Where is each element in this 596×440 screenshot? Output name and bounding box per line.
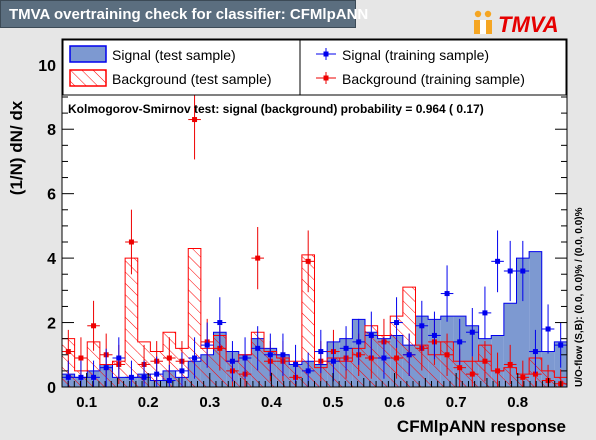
signal-training-point (175, 352, 189, 387)
legend-marker-signal-train (316, 48, 336, 60)
signal-training-point (150, 356, 163, 387)
background-test-bar (301, 254, 315, 387)
logo-text: TMVA (498, 12, 559, 36)
signal-training-point (339, 326, 353, 371)
legend: Signal (test sample) Background (test sa… (62, 39, 567, 96)
y-tick-label: 10 (38, 58, 56, 75)
signal-training-point (491, 230, 504, 293)
signal-training-point (314, 329, 328, 374)
signal-training-point (541, 304, 555, 354)
signal-training-point (99, 348, 113, 387)
signal-training-point (428, 311, 441, 360)
y-tick-label: 6 (47, 187, 56, 204)
signal-training-point (276, 333, 290, 376)
signal-training-point (516, 240, 530, 302)
signal-training-point (87, 360, 100, 387)
y-tick-label: 8 (47, 122, 56, 139)
background-training-point (87, 300, 100, 351)
signal-training-point (503, 240, 517, 302)
signal-training-point (264, 333, 277, 376)
chart-title: TMVA overtraining check for classifier: … (9, 6, 369, 23)
signal-training-point (466, 308, 479, 357)
signal-training-point (529, 329, 542, 374)
background-test-bar (188, 248, 201, 387)
signal-training-point (352, 318, 365, 365)
y-tick-label: 4 (47, 251, 56, 268)
signal-training-point (163, 364, 176, 387)
signal-training-point (554, 322, 567, 368)
signal-training-point (226, 341, 239, 382)
background-training-point (503, 344, 517, 385)
tmva-logo: TMVA (470, 8, 586, 37)
y-tick-label: 0 (47, 380, 56, 397)
x-tick-label: 0.5 (323, 394, 344, 411)
signal-training-point (440, 265, 454, 322)
x-tick-label: 0.3 (199, 394, 220, 411)
legend-swatch-signal-test (69, 45, 107, 63)
ks-annotation: Kolmogorov-Smirnov test: signal (backgro… (68, 102, 484, 116)
x-tick-label: 0.4 (261, 394, 283, 411)
overflow-label: U/O-flow (S,B): (0.0, 0.0)% / (0.0, 0.0)… (574, 207, 585, 387)
legend-signal-test: Signal (test sample) (112, 47, 236, 63)
background-training-point (516, 360, 530, 387)
background-test-outline (61, 247, 568, 387)
signal-test-bar (529, 251, 542, 387)
signal-training-point (251, 326, 264, 371)
x-tick-label: 0.7 (446, 394, 467, 411)
x-axis-label: CFMlpANN response (397, 417, 566, 436)
background-training-point (440, 333, 454, 376)
background-training-point (251, 226, 264, 290)
signal-training-point (112, 337, 126, 379)
legend-box-right (299, 39, 567, 96)
signal-training-point (289, 344, 302, 385)
background-training-point (301, 230, 315, 293)
x-tick-label: 0.8 (507, 394, 528, 411)
x-tick-label: 0.6 (384, 394, 405, 411)
signal-training-point (402, 333, 416, 376)
background-training-point (125, 209, 138, 275)
signal-test-bar (516, 258, 530, 387)
background-training-point (466, 356, 479, 387)
background-training-point (491, 352, 504, 387)
legend-swatch-background-test (69, 69, 107, 87)
x-tick-label: 0.1 (76, 394, 97, 411)
signal-training-point (188, 337, 201, 379)
signal-training-point (200, 322, 214, 368)
logo-icon (474, 10, 492, 34)
background-test-bar (428, 354, 441, 387)
y-axis-label: (1/N) dN/ dx (7, 100, 26, 195)
title-box: TMVA overtraining check for classifier: … (0, 0, 368, 28)
signal-training-point (478, 286, 492, 340)
background-training-point (478, 341, 492, 382)
signal-training-point (390, 297, 403, 348)
signal-training-point (238, 337, 252, 379)
legend-marker-background-train (316, 72, 336, 84)
background-test-bar (125, 258, 138, 387)
signal-training-point (365, 311, 378, 360)
signal-training-point (377, 337, 391, 379)
signal-training-point (415, 300, 429, 351)
legend-signal-train: Signal (training sample) (342, 47, 489, 63)
signal-training-point (453, 318, 466, 365)
signal-training-point (125, 360, 138, 387)
x-tick-label: 0.2 (138, 394, 159, 411)
legend-background-test: Background (test sample) (112, 71, 272, 87)
signal-training-points (62, 230, 567, 387)
signal-training-point (213, 297, 227, 348)
y-tick-label: 2 (47, 316, 56, 333)
legend-background-train: Background (training sample) (342, 71, 525, 87)
